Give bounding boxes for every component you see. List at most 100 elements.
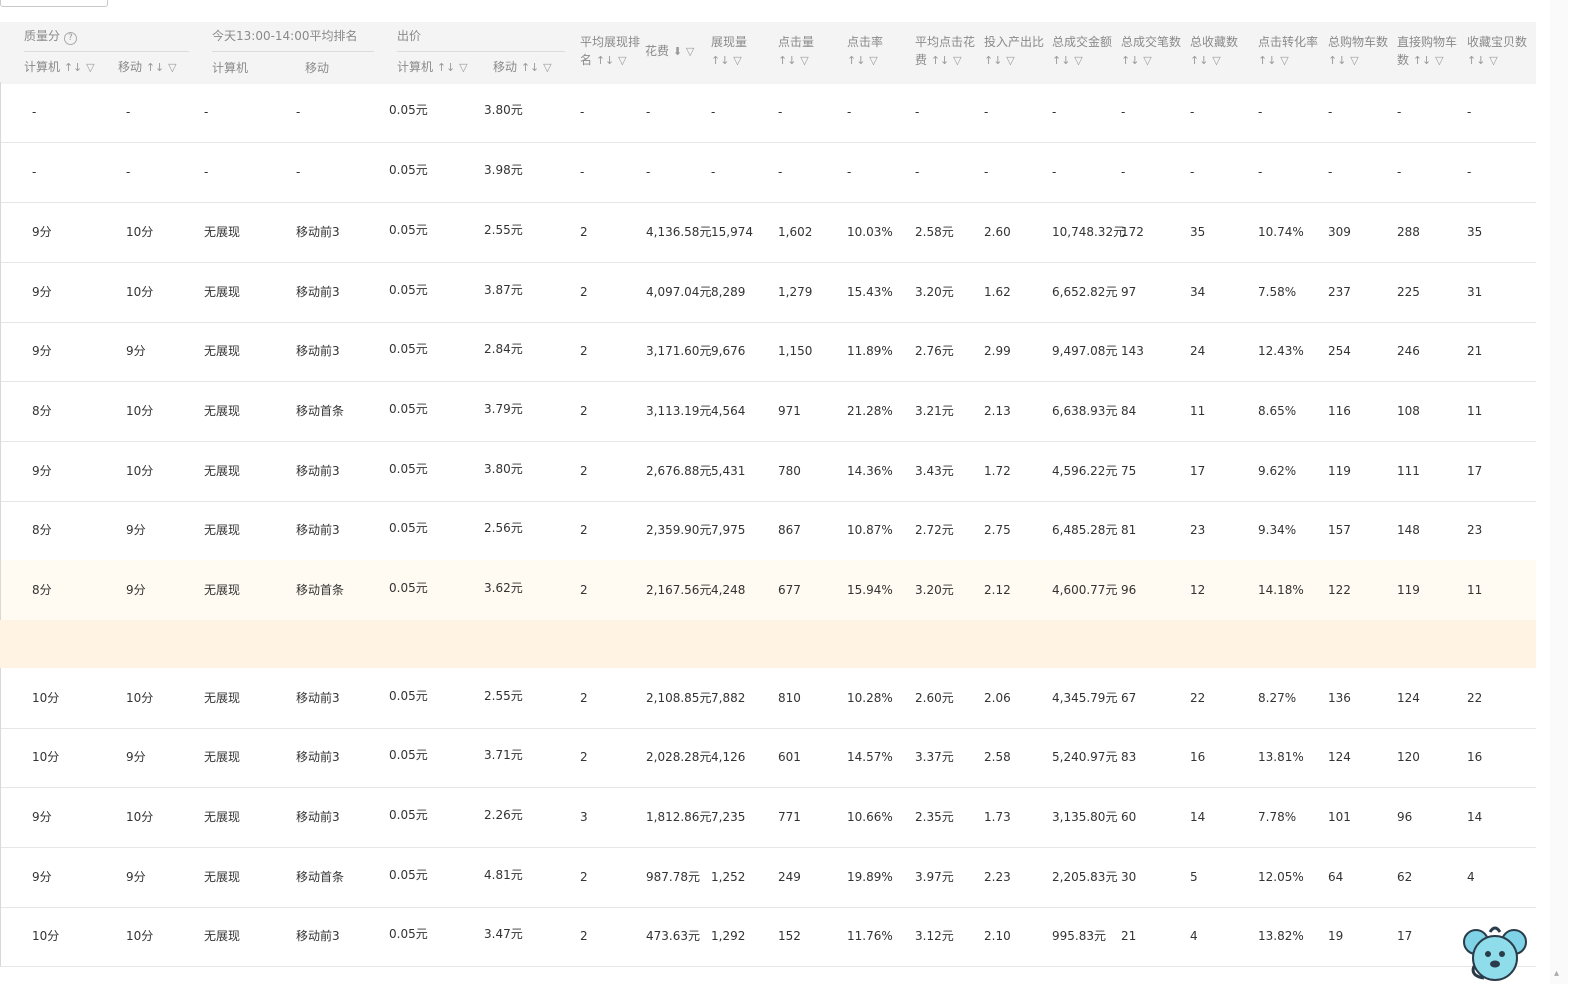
cell-orders: 172 — [1121, 225, 1144, 239]
roi-filter-icon[interactable]: ▽ — [1006, 54, 1015, 67]
roi-sort-icon[interactable]: ↑↓ — [984, 54, 1003, 67]
scroll-up-arrow-icon[interactable]: ▴ — [1554, 968, 1560, 979]
top-tab-edge[interactable] — [0, 0, 108, 7]
column-header-cost[interactable]: 花费 ⬇ ▽ — [645, 42, 694, 61]
fav_items-sort-icon[interactable]: ↑↓ — [1467, 54, 1486, 67]
column-header-rank-group[interactable]: 今天13:00-14:00平均排名 — [212, 27, 358, 45]
q-mobile-filter-icon[interactable]: ▽ — [168, 61, 177, 74]
cell-favorites: 4 — [1190, 929, 1198, 943]
bid-mobile-filter-icon[interactable]: ▽ — [543, 61, 552, 74]
avg_cpc-sort-icon[interactable]: ↑↓ — [930, 54, 950, 67]
cell-avg-rank: 2 — [580, 344, 588, 358]
cell-rank-pc: - — [204, 105, 209, 119]
orders-filter-icon[interactable]: ▽ — [1143, 54, 1152, 67]
q-pc-filter-icon[interactable]: ▽ — [86, 61, 95, 74]
cell-rank-pc: 无展现 — [204, 344, 241, 358]
q-pc-sort-icon[interactable]: ↑↓ — [63, 61, 83, 74]
carts-filter-icon[interactable]: ▽ — [1350, 54, 1359, 67]
fav_items-filter-icon[interactable]: ▽ — [1489, 54, 1498, 67]
direct_carts-filter-icon[interactable]: ▽ — [1435, 54, 1444, 67]
cell-direct-carts: 108 — [1397, 404, 1420, 418]
cost-sort-desc-icon[interactable]: ⬇ — [672, 45, 683, 58]
orders-sort-icon[interactable]: ↑↓ — [1121, 54, 1140, 67]
column-header-favorites[interactable]: 总收藏数 ↑↓ ▽ — [1190, 33, 1238, 70]
cell-direct-carts: 111 — [1397, 464, 1420, 478]
cell-ctr: 21.28% — [847, 404, 893, 418]
cell-bid-mobile: 2.26元 — [484, 808, 523, 822]
avg_rank-filter-icon[interactable]: ▽ — [618, 54, 627, 67]
clicks-sort-icon[interactable]: ↑↓ — [778, 54, 797, 67]
avg_rank-sort-icon[interactable]: ↑↓ — [595, 54, 615, 67]
column-header-bid-group[interactable]: 出价 — [397, 27, 421, 45]
column-header-cvr[interactable]: 点击转化率 ↑↓ ▽ — [1258, 33, 1318, 70]
column-header-bid-mobile[interactable]: 移动 ↑↓ ▽ — [493, 58, 552, 77]
table-row[interactable]: 9分 10分 无展现 移动前3 0.05元 2.26元 3 1,812.86元 7,235 771… — [0, 787, 1536, 848]
cell-rank-pc: 无展现 — [204, 225, 241, 239]
cell-fav-items: 17 — [1467, 464, 1483, 478]
direct_carts-sort-icon[interactable]: ↑↓ — [1412, 54, 1432, 67]
table-row[interactable]: 9分 10分 无展现 移动前3 0.05元 2.55元 2 4,136.58元 15,974 1,… — [0, 202, 1536, 263]
favorites-filter-icon[interactable]: ▽ — [1212, 54, 1221, 67]
table-row[interactable]: 10分 9分 无展现 移动前3 0.05元 3.71元 2 2,028.28元 4,126 601… — [0, 727, 1536, 788]
bid-mobile-sort-icon[interactable]: ↑↓ — [520, 61, 540, 74]
gmv-filter-icon[interactable]: ▽ — [1074, 54, 1083, 67]
help-circle-icon[interactable]: ? — [63, 32, 77, 45]
cell-bid-mobile: 3.62元 — [484, 581, 523, 595]
impressions-sort-icon[interactable]: ↑↓ — [711, 54, 730, 67]
customer-service-mascot-icon[interactable] — [1462, 922, 1528, 984]
avg_cpc-filter-icon[interactable]: ▽ — [953, 54, 962, 67]
cell-fav-items: 11 — [1467, 404, 1483, 418]
table-row[interactable]: - - - - 0.05元 3.98元 - - - - - - - - - - - - - - — [0, 142, 1536, 203]
column-header-q-pc[interactable]: 计算机 ↑↓ ▽ — [24, 58, 95, 77]
bid-pc-filter-icon[interactable]: ▽ — [459, 61, 468, 74]
column-header-roi[interactable]: 投入产出比 ↑↓ ▽ — [984, 33, 1044, 70]
cell-clicks: 1,150 — [778, 344, 813, 358]
clicks-filter-icon[interactable]: ▽ — [800, 54, 809, 67]
table-row[interactable]: 9分 10分 无展现 移动前3 0.05元 3.80元 2 2,676.88元 5,431 780… — [0, 441, 1536, 502]
cost-filter-icon[interactable]: ▽ — [685, 45, 695, 58]
column-header-q-mobile[interactable]: 移动 ↑↓ ▽ — [118, 58, 177, 77]
column-header-clicks[interactable]: 点击量 ↑↓ ▽ — [778, 33, 814, 70]
table-row[interactable]: 9分 10分 无展现 移动前3 0.05元 3.87元 2 4,097.04元 8,289 1,2… — [0, 262, 1536, 323]
column-header-rank-pc[interactable]: 计算机 — [212, 59, 248, 77]
column-header-fav_items[interactable]: 收藏宝贝数 ↑↓ ▽ — [1467, 33, 1527, 70]
bid-pc-sort-icon[interactable]: ↑↓ — [436, 61, 456, 74]
carts-sort-icon[interactable]: ↑↓ — [1328, 54, 1347, 67]
column-header-avg_cpc[interactable]: 平均点击花费 ↑↓ ▽ — [915, 33, 975, 70]
table-row[interactable]: 9分 9分 无展现 移动首条 0.05元 4.81元 2 987.78元 1,252 249 19.… — [0, 847, 1536, 908]
direct_carts-label-line2: 数 — [1397, 53, 1410, 67]
column-header-carts[interactable]: 总购物车数 ↑↓ ▽ — [1328, 33, 1388, 70]
column-header-direct_carts[interactable]: 直接购物车数 ↑↓ ▽ — [1397, 33, 1457, 70]
ctr-filter-icon[interactable]: ▽ — [869, 54, 878, 67]
q-mobile-sort-icon[interactable]: ↑↓ — [145, 61, 165, 74]
table-row[interactable]: 8分 10分 无展现 移动首条 0.05元 3.79元 2 3,113.19元 4,564 971… — [0, 381, 1536, 442]
favorites-sort-icon[interactable]: ↑↓ — [1190, 54, 1209, 67]
direct_carts-label-line1: 直接购物车 — [1397, 35, 1458, 49]
cell-avg-cpc: 2.60元 — [915, 691, 954, 705]
table-row[interactable]: - - - - 0.05元 3.80元 - - - - - - - - - - - - - - — [0, 82, 1536, 143]
cell-cvr: 9.62% — [1258, 464, 1297, 478]
cvr-sort-icon[interactable]: ↑↓ — [1258, 54, 1277, 67]
column-header-bid-pc[interactable]: 计算机 ↑↓ ▽ — [397, 58, 468, 77]
cell-direct-carts: 120 — [1397, 750, 1420, 764]
table-row[interactable]: 10分 10分 无展现 移动前3 0.05元 2.55元 2 2,108.85元 7,882 81… — [0, 668, 1536, 729]
column-header-orders[interactable]: 总成交笔数 ↑↓ ▽ — [1121, 33, 1181, 70]
ctr-sort-icon[interactable]: ↑↓ — [847, 54, 866, 67]
cell-ctr: 10.03% — [847, 225, 893, 239]
column-header-quality-group[interactable]: 质量分 ? — [24, 27, 77, 45]
cell-cvr: 8.27% — [1258, 691, 1297, 705]
vertical-scrollbar[interactable]: ▴ — [1550, 0, 1568, 984]
table-row[interactable]: 10分 10分 无展现 移动前3 0.05元 3.47元 2 473.63元 1,292 152 1… — [0, 906, 1536, 967]
table-row[interactable]: 8分 9分 无展现 移动前3 0.05元 2.56元 2 2,359.90元 7,975 867 1… — [0, 500, 1536, 561]
table-row[interactable]: 8分 9分 无展现 移动首条 0.05元 3.62元 2 2,167.56元 4,248 677 1… — [0, 560, 1536, 620]
column-header-ctr[interactable]: 点击率 ↑↓ ▽ — [847, 33, 883, 70]
column-header-rank-mobile[interactable]: 移动 — [305, 59, 329, 77]
table-row[interactable]: 9分 9分 无展现 移动前3 0.05元 2.84元 2 3,171.60元 9,676 1,15… — [0, 321, 1536, 382]
column-header-avg_rank[interactable]: 平均展现排名 ↑↓ ▽ — [580, 33, 640, 70]
gmv-sort-icon[interactable]: ↑↓ — [1052, 54, 1071, 67]
column-header-gmv[interactable]: 总成交金额 ↑↓ ▽ — [1052, 33, 1112, 70]
column-header-impressions[interactable]: 展现量 ↑↓ ▽ — [711, 33, 747, 70]
impressions-filter-icon[interactable]: ▽ — [733, 54, 742, 67]
cvr-filter-icon[interactable]: ▽ — [1280, 54, 1289, 67]
cell-q-pc: 9分 — [32, 810, 52, 824]
